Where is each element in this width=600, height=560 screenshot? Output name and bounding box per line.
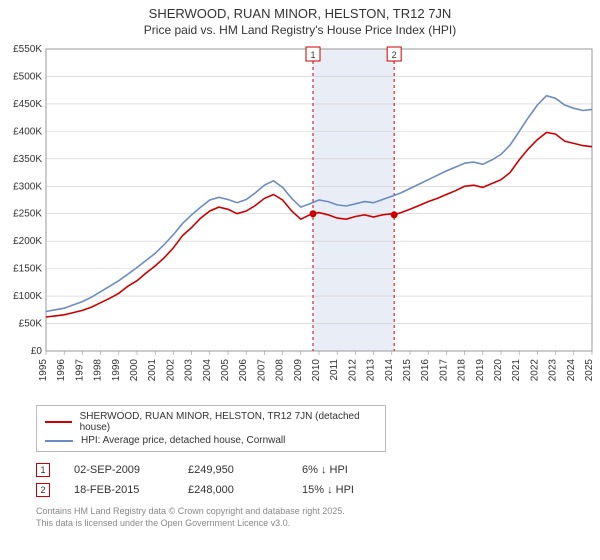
event-date: 02-SEP-2009	[74, 464, 164, 476]
svg-text:1: 1	[310, 50, 315, 60]
svg-text:2017: 2017	[438, 359, 449, 382]
attribution-footer: Contains HM Land Registry data © Crown c…	[36, 506, 600, 529]
legend: SHERWOOD, RUAN MINOR, HELSTON, TR12 7JN …	[36, 405, 386, 452]
legend-swatch	[45, 421, 72, 423]
svg-text:£250K: £250K	[13, 209, 42, 220]
svg-text:2006: 2006	[238, 359, 249, 382]
event-row: 1 02-SEP-2009 £249,950 6% ↓ HPI	[36, 460, 600, 480]
event-price: £248,000	[188, 484, 278, 496]
event-list: 1 02-SEP-2009 £249,950 6% ↓ HPI 2 18-FEB-2015…	[36, 460, 600, 500]
event-delta: 15% ↓ HPI	[302, 484, 392, 496]
svg-text:2003: 2003	[184, 359, 195, 382]
svg-text:2015: 2015	[402, 359, 413, 382]
svg-text:1999: 1999	[111, 359, 122, 382]
legend-item: HPI: Average price, detached house, Corn…	[45, 434, 377, 447]
svg-text:£300K: £300K	[13, 181, 42, 192]
svg-text:2014: 2014	[384, 359, 395, 382]
chart-title: SHERWOOD, RUAN MINOR, HELSTON, TR12 7JN	[0, 6, 600, 21]
svg-text:£50K: £50K	[19, 319, 43, 330]
svg-text:2016: 2016	[420, 359, 431, 382]
footer-line-1: Contains HM Land Registry data © Crown c…	[36, 506, 600, 518]
event-row: 2 18-FEB-2015 £248,000 15% ↓ HPI	[36, 480, 600, 500]
svg-text:2009: 2009	[293, 359, 304, 382]
svg-text:1998: 1998	[93, 359, 104, 382]
svg-text:2019: 2019	[475, 359, 486, 382]
svg-text:2012: 2012	[347, 359, 358, 382]
svg-text:1997: 1997	[74, 359, 85, 382]
svg-text:£200K: £200K	[13, 236, 42, 247]
svg-text:2000: 2000	[129, 359, 140, 382]
chart-title-block: SHERWOOD, RUAN MINOR, HELSTON, TR12 7JN …	[0, 0, 600, 39]
svg-text:2013: 2013	[366, 359, 377, 382]
chart-subtitle: Price paid vs. HM Land Registry's House …	[0, 23, 600, 37]
legend-label: HPI: Average price, detached house, Corn…	[81, 435, 285, 446]
svg-text:2024: 2024	[566, 359, 577, 382]
svg-text:2018: 2018	[457, 359, 468, 382]
svg-text:£500K: £500K	[13, 71, 42, 82]
event-price: £249,950	[188, 464, 278, 476]
legend-label: SHERWOOD, RUAN MINOR, HELSTON, TR12 7JN …	[80, 411, 377, 433]
event-marker: 1	[36, 463, 50, 477]
event-marker: 2	[36, 483, 50, 497]
svg-text:1996: 1996	[56, 359, 67, 382]
chart-container: £0 £50K £100K £150K £200K £250K £300K £350K £400…	[0, 39, 600, 399]
footer-line-2: This data is licensed under the Open Gov…	[36, 518, 600, 530]
svg-text:2011: 2011	[329, 359, 340, 381]
svg-text:2008: 2008	[275, 359, 286, 382]
svg-text:2010: 2010	[311, 359, 322, 382]
svg-text:2020: 2020	[493, 359, 504, 382]
svg-text:2022: 2022	[529, 359, 540, 382]
svg-text:2025: 2025	[584, 359, 595, 382]
svg-text:2002: 2002	[165, 359, 176, 382]
legend-swatch	[45, 440, 73, 442]
svg-text:2023: 2023	[548, 359, 559, 382]
svg-text:£400K: £400K	[13, 126, 42, 137]
svg-text:£100K: £100K	[13, 291, 42, 302]
svg-text:2: 2	[392, 50, 397, 60]
event-date: 18-FEB-2015	[74, 484, 164, 496]
svg-text:1995: 1995	[38, 359, 49, 382]
svg-text:2004: 2004	[202, 359, 213, 382]
svg-text:2005: 2005	[220, 359, 231, 382]
svg-text:2007: 2007	[256, 359, 267, 382]
svg-text:2001: 2001	[147, 359, 158, 382]
legend-item: SHERWOOD, RUAN MINOR, HELSTON, TR12 7JN …	[45, 410, 377, 434]
svg-text:£550K: £550K	[13, 44, 42, 55]
price-chart: £0 £50K £100K £150K £200K £250K £300K £350K £400…	[0, 39, 600, 399]
svg-text:2021: 2021	[511, 359, 522, 382]
svg-text:£0: £0	[31, 346, 43, 357]
event-delta: 6% ↓ HPI	[302, 464, 392, 476]
svg-text:£450K: £450K	[13, 99, 42, 110]
svg-text:£350K: £350K	[13, 154, 42, 165]
svg-text:£150K: £150K	[13, 264, 42, 275]
